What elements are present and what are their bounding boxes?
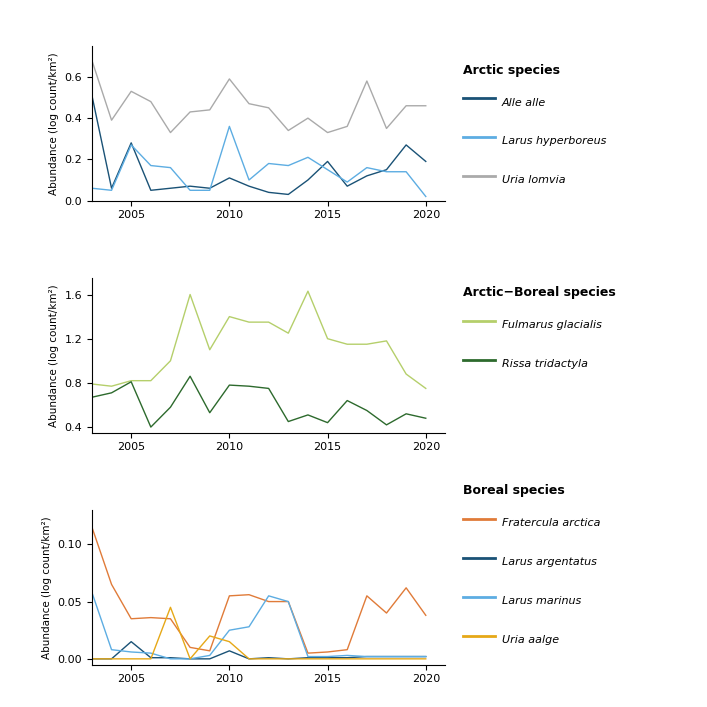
Text: Larus argentatus: Larus argentatus [502, 557, 597, 567]
Text: Arctic Barents Sea: Arctic Barents Sea [283, 3, 424, 18]
Y-axis label: Abundance (log count/km²): Abundance (log count/km²) [49, 52, 59, 194]
Text: Boreal species: Boreal species [463, 484, 565, 497]
Text: Alle alle: Alle alle [502, 98, 547, 107]
Text: Arctic−Boreal species: Arctic−Boreal species [463, 286, 616, 299]
Text: Uria aalge: Uria aalge [502, 635, 559, 645]
Text: Fulmarus glacialis: Fulmarus glacialis [502, 320, 602, 330]
Text: Fratercula arctica: Fratercula arctica [502, 518, 600, 528]
Y-axis label: Abundance (log count/km²): Abundance (log count/km²) [42, 516, 52, 658]
Text: Uria lomvia: Uria lomvia [502, 175, 566, 185]
Text: Arctic species: Arctic species [463, 64, 560, 76]
Text: Rissa tridactyla: Rissa tridactyla [502, 359, 588, 369]
Text: Larus hyperboreus: Larus hyperboreus [502, 136, 607, 146]
Text: Larus marinus: Larus marinus [502, 596, 581, 606]
Y-axis label: Abundance (log count/km²): Abundance (log count/km²) [49, 284, 59, 426]
